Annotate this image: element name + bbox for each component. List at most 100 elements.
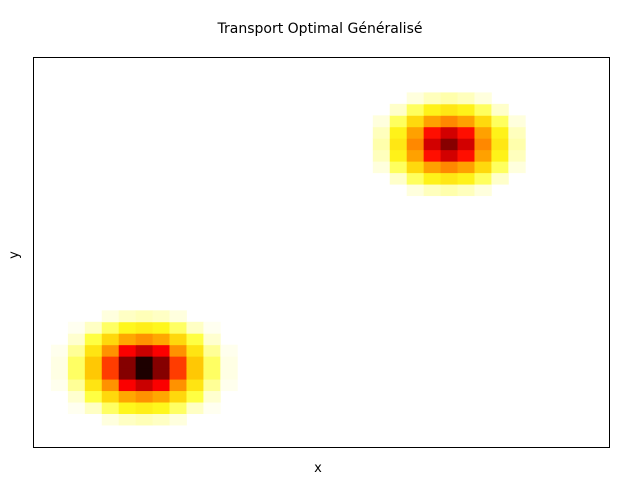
chart-title: Transport Optimal Généralisé (217, 21, 423, 37)
heatmap-cell (118, 402, 137, 414)
heatmap-cell (186, 367, 204, 380)
heatmap-cell (169, 390, 187, 403)
heatmap-cell (440, 138, 458, 151)
heatmap-cell (457, 126, 475, 139)
heatmap-cell (118, 333, 137, 346)
heatmap-cell (118, 356, 137, 369)
heatmap-cell (118, 344, 137, 357)
heatmap-cell (389, 161, 408, 174)
heatmap-cell (440, 172, 458, 185)
heatmap-cell (101, 333, 120, 346)
heatmap-cell (135, 402, 153, 414)
heatmap-cell (508, 161, 526, 174)
heatmap-cell (101, 344, 120, 357)
heatmap-cell (440, 103, 458, 116)
heatmap-cell (186, 321, 204, 334)
heatmap-cell (220, 356, 238, 369)
heatmap-cell (491, 172, 509, 185)
heatmap-cell (220, 367, 238, 380)
heatmap-cell (84, 321, 103, 334)
heatmap-cell (169, 321, 187, 334)
heatmap-cell (203, 321, 221, 334)
heatmap-cell (457, 138, 475, 151)
heatmap-cell (423, 149, 441, 162)
heatmap-cell (67, 344, 86, 357)
heatmap-cell (118, 321, 137, 334)
heatmap-cell (372, 126, 391, 139)
heatmap-cell (389, 138, 408, 151)
heatmap-cell (152, 402, 170, 414)
heatmap-cell (423, 103, 441, 116)
heatmap-cell (474, 92, 492, 105)
heatmap-cell (118, 379, 137, 392)
heatmap-cell (389, 126, 408, 139)
heatmap-cell (186, 379, 204, 392)
heatmap-cell (67, 333, 86, 346)
plot-frame (33, 57, 610, 448)
heatmap-cell (152, 390, 170, 403)
heatmap-cell (203, 367, 221, 380)
heatmap-cell (423, 161, 441, 174)
heatmap-cell (474, 161, 492, 174)
heatmap-cell (135, 379, 153, 392)
heatmap-cell (84, 356, 103, 369)
heatmap-cell (135, 356, 153, 369)
heatmap-cell (474, 138, 492, 151)
heatmap-cell (474, 115, 492, 128)
heatmap-cell (118, 310, 137, 323)
heatmap-cell (457, 184, 475, 197)
heatmap-cell (135, 367, 153, 380)
heatmap-cell (457, 103, 475, 116)
heatmap-cell (508, 138, 526, 151)
heatmap-cell (67, 356, 86, 369)
heatmap-cell (101, 390, 120, 403)
heatmap-cell (389, 149, 408, 162)
heatmap-cell (169, 379, 187, 392)
heatmap-cell (220, 344, 238, 357)
heatmap-cell (491, 149, 509, 162)
heatmap-cell (67, 367, 86, 380)
heatmap-cell (186, 402, 204, 414)
heatmap-cell (169, 356, 187, 369)
heatmap-cell (389, 103, 408, 116)
heatmap-cell (169, 367, 187, 380)
heatmap-cell (101, 310, 120, 323)
heatmap-cell (389, 172, 408, 185)
heatmap-cell (372, 161, 391, 174)
heatmap-cell (84, 402, 103, 414)
heatmap-cell (203, 333, 221, 346)
heatmap-cell (169, 402, 187, 414)
heatmap-cell (152, 367, 170, 380)
heatmap-cell (67, 321, 86, 334)
heatmap-cell (406, 103, 425, 116)
heatmap-cell (135, 344, 153, 357)
heatmap-cell (135, 321, 153, 334)
heatmap-cell (50, 367, 69, 380)
heatmap-cell (135, 413, 153, 426)
y-axis-label: y (7, 251, 22, 259)
heatmap-cell (203, 344, 221, 357)
heatmap-cell (118, 367, 137, 380)
x-axis-label: x (314, 461, 322, 476)
heatmap-cell (389, 115, 408, 128)
heatmap-cell (203, 402, 221, 414)
heatmap-cell (423, 92, 441, 105)
heatmap-cell (457, 161, 475, 174)
heatmap-cell (84, 344, 103, 357)
heatmap-cell (203, 356, 221, 369)
heatmap-cell (203, 390, 221, 403)
heatmap-cell (474, 172, 492, 185)
heatmap-cell (457, 149, 475, 162)
heatmap-cell (508, 115, 526, 128)
heatmap-cell (152, 413, 170, 426)
heatmap-cell (508, 126, 526, 139)
heatmap-cell (169, 333, 187, 346)
heatmap-cell (84, 390, 103, 403)
heatmap-cell (169, 310, 187, 323)
heatmap-cell (67, 379, 86, 392)
heatmap-cell (474, 126, 492, 139)
heatmap-cell (220, 379, 238, 392)
heatmap-cell (491, 126, 509, 139)
heatmap-cell (440, 149, 458, 162)
heatmap-cell (372, 138, 391, 151)
